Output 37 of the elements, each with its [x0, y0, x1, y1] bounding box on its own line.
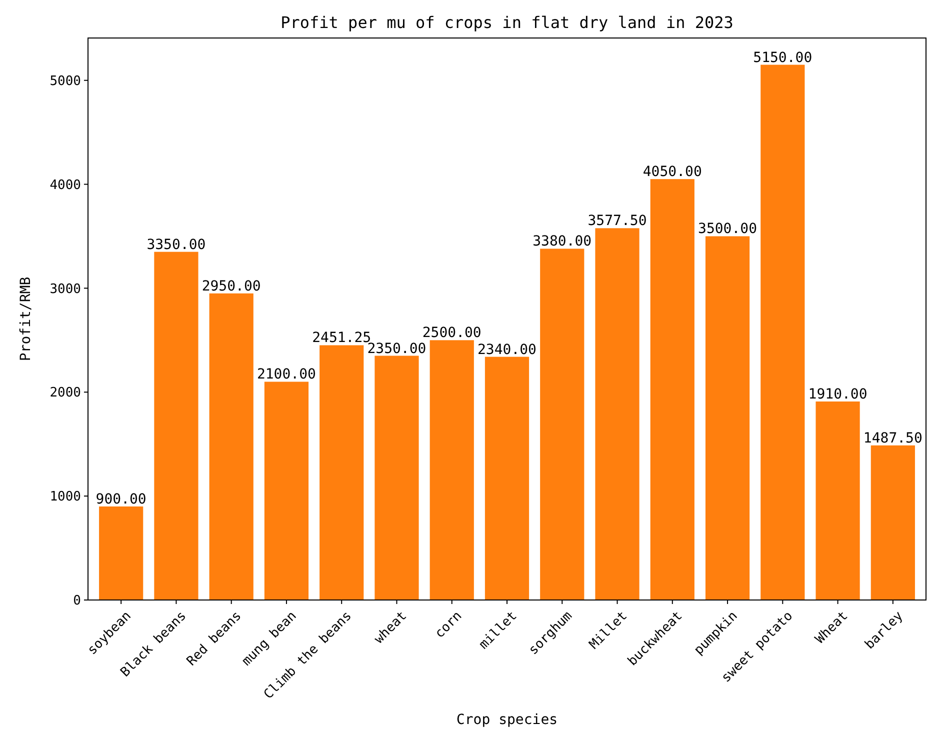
bar	[430, 340, 474, 600]
bar	[484, 356, 530, 600]
data-label: 3577.50	[588, 213, 647, 230]
bar	[209, 293, 254, 600]
bar	[760, 64, 805, 600]
bar	[650, 179, 694, 600]
x-axis-title: Crop species	[456, 712, 558, 728]
data-label: 1487.50	[863, 430, 922, 446]
data-label: 4050.00	[642, 164, 702, 180]
bar	[540, 248, 584, 600]
y-axis-title: Profit/RMB	[18, 276, 34, 362]
bar	[374, 356, 419, 600]
y-tick-label: 2000	[50, 386, 81, 401]
bar	[320, 345, 364, 600]
bar	[705, 236, 750, 600]
data-label: 2500.00	[422, 325, 482, 342]
bar	[264, 382, 309, 600]
y-tick-label: 5000	[50, 74, 81, 89]
data-label: 1910.00	[808, 386, 868, 402]
chart-title: Profit per mu of crops in flat dry land in 2023	[280, 13, 734, 32]
bar	[154, 252, 198, 600]
data-label: 2100.00	[256, 366, 316, 383]
data-label: 3350.00	[146, 236, 206, 253]
y-tick-label: 3000	[50, 282, 81, 297]
data-label: 900.00	[96, 491, 146, 508]
data-label: 2950.00	[202, 278, 261, 294]
y-tick-label: 0	[73, 594, 81, 609]
data-label: 3380.00	[532, 234, 592, 250]
y-tick-label: 4000	[50, 178, 81, 193]
y-tick-label: 1000	[50, 490, 81, 505]
data-label: 3500.00	[698, 221, 758, 238]
data-label: 5150.00	[753, 50, 812, 66]
bar	[595, 228, 640, 600]
bar	[870, 445, 915, 600]
bar	[816, 401, 860, 600]
bar	[99, 506, 144, 600]
data-label: 2340.00	[477, 342, 537, 358]
